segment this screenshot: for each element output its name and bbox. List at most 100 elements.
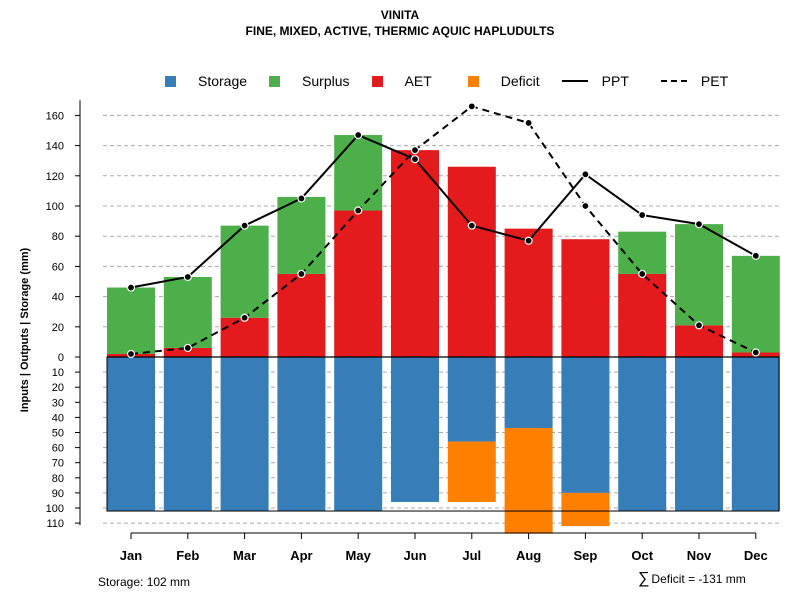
y-tick-label-top-20: 20 bbox=[52, 322, 64, 334]
legend-surplus-label: Surplus bbox=[302, 73, 350, 89]
storage-bar-Aug bbox=[504, 357, 553, 428]
deficit-note-text: Deficit = -131 mm bbox=[651, 572, 746, 586]
deficit-note: ∑ Deficit = -131 mm bbox=[638, 570, 746, 588]
storage-bar-Jun bbox=[391, 357, 439, 502]
chart-title: VINITA bbox=[380, 8, 420, 22]
x-tick-label-Dec: Dec bbox=[744, 548, 768, 563]
y-tick-label-bottom-70: 70 bbox=[52, 458, 64, 470]
legend-ppt: PPT bbox=[561, 73, 629, 89]
y-axis-label: Inputs | Outputs | Storage (mm) bbox=[19, 247, 31, 412]
y-tick-label-top-160: 160 bbox=[46, 110, 64, 122]
aet-bar-Sep bbox=[561, 239, 610, 357]
x-tick-label-Nov: Nov bbox=[687, 548, 712, 563]
legend-aet-swatch bbox=[371, 75, 383, 87]
y-tick-label-top-40: 40 bbox=[52, 292, 64, 304]
ppt-point-Feb bbox=[183, 272, 192, 282]
surplus-bar-Oct bbox=[618, 231, 667, 274]
legend-surplus: Surplus bbox=[269, 73, 350, 89]
legend-pet: PET bbox=[660, 73, 729, 89]
y-tick-label-bottom-100: 100 bbox=[46, 503, 64, 515]
aet-bar-Mar bbox=[220, 317, 269, 357]
ppt-point-May bbox=[354, 130, 363, 140]
aet-bar-Apr bbox=[277, 273, 326, 357]
storage-bar-Sep bbox=[561, 357, 610, 493]
x-tick-label-Apr: Apr bbox=[290, 548, 312, 563]
y-tick-label-bottom-40: 40 bbox=[52, 412, 64, 424]
storage-bar-Jan bbox=[107, 357, 155, 512]
y-tick-label-top-140: 140 bbox=[46, 141, 64, 153]
ppt-point-Jan bbox=[126, 283, 136, 292]
legend-surplus-swatch bbox=[269, 75, 281, 87]
pet-point-Jan bbox=[126, 349, 136, 359]
legend-aet-label: AET bbox=[404, 73, 432, 89]
storage-bar-Jul bbox=[447, 357, 496, 442]
ppt-point-Jul bbox=[467, 221, 476, 230]
y-tick-label-top-60: 60 bbox=[52, 261, 64, 273]
x-tick-label-Jun: Jun bbox=[403, 548, 426, 563]
aet-bar-Oct bbox=[618, 273, 667, 357]
aet-bar-Nov bbox=[675, 325, 723, 357]
y-tick-label-bottom-110: 110 bbox=[46, 518, 64, 530]
pet-point-Feb bbox=[183, 343, 192, 353]
x-tick-label-Aug: Aug bbox=[516, 548, 541, 563]
legend-storage: Storage bbox=[165, 73, 247, 89]
ppt-point-Sep bbox=[581, 170, 590, 179]
legend-storage-swatch bbox=[165, 75, 176, 87]
x-tick-label-Sep: Sep bbox=[573, 548, 597, 563]
storage-bar-Nov bbox=[675, 357, 723, 512]
pet-point-Sep bbox=[581, 201, 590, 211]
storage-bar-May bbox=[334, 357, 383, 512]
pet-point-Jun bbox=[410, 146, 420, 155]
pet-point-Mar bbox=[240, 313, 249, 322]
x-tick-label-Jul: Jul bbox=[462, 548, 481, 563]
legend-deficit: Deficit bbox=[467, 73, 540, 89]
y-tick-label-top-100: 100 bbox=[46, 201, 64, 213]
pet-point-May bbox=[354, 206, 363, 215]
y-tick-label-bottom-30: 30 bbox=[52, 397, 64, 409]
x-tick-label-Oct: Oct bbox=[631, 548, 653, 563]
pet-point-Oct bbox=[638, 269, 647, 279]
storage-bar-Apr bbox=[277, 357, 326, 512]
pet-point-Apr bbox=[297, 269, 306, 279]
legend-deficit-label: Deficit bbox=[500, 73, 540, 89]
y-tick-label-bottom-90: 90 bbox=[52, 488, 64, 500]
deficit-bar-Sep bbox=[561, 492, 610, 527]
y-tick-label-top-0: 0 bbox=[58, 352, 64, 364]
ppt-point-Nov bbox=[694, 220, 704, 229]
ppt-point-Mar bbox=[240, 221, 249, 230]
pet-point-Dec bbox=[751, 348, 760, 357]
deficit-sum-icon: ∑ bbox=[638, 570, 650, 587]
legend-ppt-label: PPT bbox=[601, 73, 629, 89]
y-tick-label-bottom-20: 20 bbox=[52, 382, 64, 394]
y-tick-label-top-120: 120 bbox=[46, 171, 64, 183]
legend: Storage Surplus AET Deficit PPT PET bbox=[165, 71, 750, 91]
ppt-point-Apr bbox=[297, 194, 306, 203]
pet-point-Nov bbox=[694, 321, 704, 330]
ppt-point-Dec bbox=[751, 251, 760, 260]
ppt-point-Jun bbox=[410, 155, 420, 164]
ppt-point-Oct bbox=[638, 210, 647, 220]
storage-bar-Mar bbox=[220, 357, 269, 512]
y-tick-label-bottom-10: 10 bbox=[52, 367, 64, 379]
aet-bar-Jul bbox=[447, 166, 496, 357]
x-tick-label-May: May bbox=[346, 548, 372, 563]
surplus-bar-Dec bbox=[731, 255, 780, 353]
ppt-point-Aug bbox=[524, 236, 533, 245]
ppt-line bbox=[130, 133, 757, 289]
x-tick-label-Mar: Mar bbox=[233, 548, 256, 563]
deficit-bar-Jul bbox=[447, 441, 496, 502]
legend-pet-label: PET bbox=[700, 73, 729, 89]
surplus-bar-Apr bbox=[277, 196, 326, 274]
surplus-bar-Feb bbox=[163, 276, 212, 348]
legend-deficit-swatch bbox=[467, 75, 479, 87]
storage-bar-Oct bbox=[618, 357, 667, 512]
x-tick-label-Jan: Jan bbox=[120, 548, 142, 563]
surplus-bar-Mar bbox=[220, 225, 269, 318]
legend-aet: AET bbox=[371, 73, 432, 89]
surplus-bar-Jan bbox=[107, 287, 155, 354]
chart-subtitle: FINE, MIXED, ACTIVE, THERMIC AQUIC HAPLU… bbox=[245, 24, 555, 38]
aet-bar-May bbox=[334, 210, 383, 357]
y-tick-label-top-80: 80 bbox=[52, 231, 64, 243]
surplus-bar-May bbox=[334, 135, 383, 211]
